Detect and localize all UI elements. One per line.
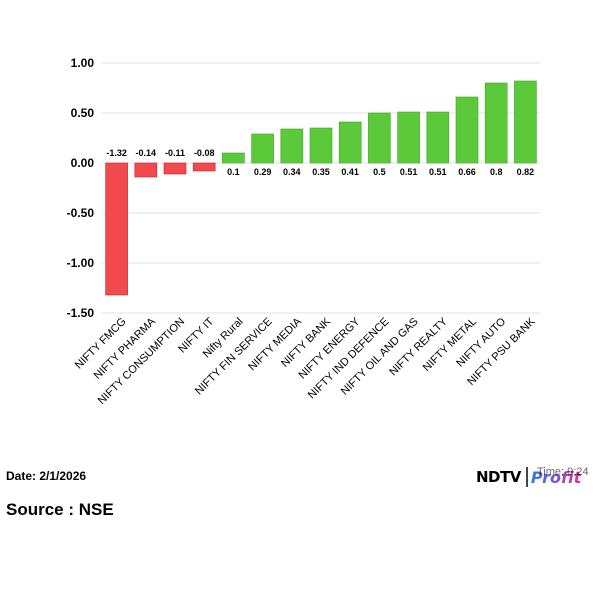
y-tick-label: -0.50 xyxy=(67,206,95,220)
bar xyxy=(251,133,274,164)
bar xyxy=(280,128,304,164)
data-label: 0.8 xyxy=(490,167,503,177)
data-labels: -1.32 -0.14 -0.11 -0.08 0.1 0.29 0.34 0.35 0.41 0… xyxy=(106,148,534,177)
data-label: 0.82 xyxy=(517,167,535,177)
bar xyxy=(397,111,420,164)
bar xyxy=(368,112,391,164)
bar xyxy=(105,162,128,296)
data-label: 0.66 xyxy=(458,167,476,177)
source-label: Source : NSE xyxy=(6,500,114,519)
data-label: 0.41 xyxy=(341,167,359,177)
bar-chart: 1.00 0.50 0.00 -0.50 -1.00 -1.50 -1.32 -0.14 -0… xyxy=(67,56,540,407)
data-label: -1.32 xyxy=(106,148,127,158)
bar xyxy=(222,152,245,164)
ndtv-profit-logo: NDTV Profit xyxy=(476,466,581,488)
time-label: Time: 9:24 xyxy=(537,466,589,478)
date-label: Date: 2/1/2026 xyxy=(6,469,87,483)
data-label: 0.51 xyxy=(429,167,447,177)
data-label: 0.1 xyxy=(227,167,240,177)
ndtv-wordmark: NDTV xyxy=(476,468,521,486)
bar xyxy=(309,127,333,164)
data-label: 0.5 xyxy=(373,167,386,177)
bars xyxy=(105,80,537,296)
data-label: -0.08 xyxy=(194,148,215,158)
bar xyxy=(338,121,362,164)
bar xyxy=(134,162,158,178)
data-label: -0.14 xyxy=(136,148,157,158)
bar xyxy=(484,82,508,164)
bar xyxy=(426,111,450,164)
data-label: 0.34 xyxy=(283,167,301,177)
data-label: 0.29 xyxy=(254,167,272,177)
bar xyxy=(192,162,216,172)
y-tick-label: 1.00 xyxy=(71,56,95,70)
y-axis-ticks: 1.00 0.50 0.00 -0.50 -1.00 -1.50 xyxy=(67,56,95,320)
y-tick-label: -1.00 xyxy=(67,256,95,270)
bar xyxy=(455,96,479,164)
logo-divider xyxy=(525,467,528,487)
bar xyxy=(163,162,187,175)
y-tick-label: 0.50 xyxy=(71,106,95,120)
y-tick-label: -1.50 xyxy=(67,306,95,320)
data-label: -0.11 xyxy=(165,148,185,158)
data-label: 0.35 xyxy=(312,167,330,177)
profit-wordmark: Profit xyxy=(530,467,582,487)
data-label: 0.51 xyxy=(400,167,418,177)
y-tick-label: 0.00 xyxy=(71,156,95,170)
bar xyxy=(514,80,537,164)
